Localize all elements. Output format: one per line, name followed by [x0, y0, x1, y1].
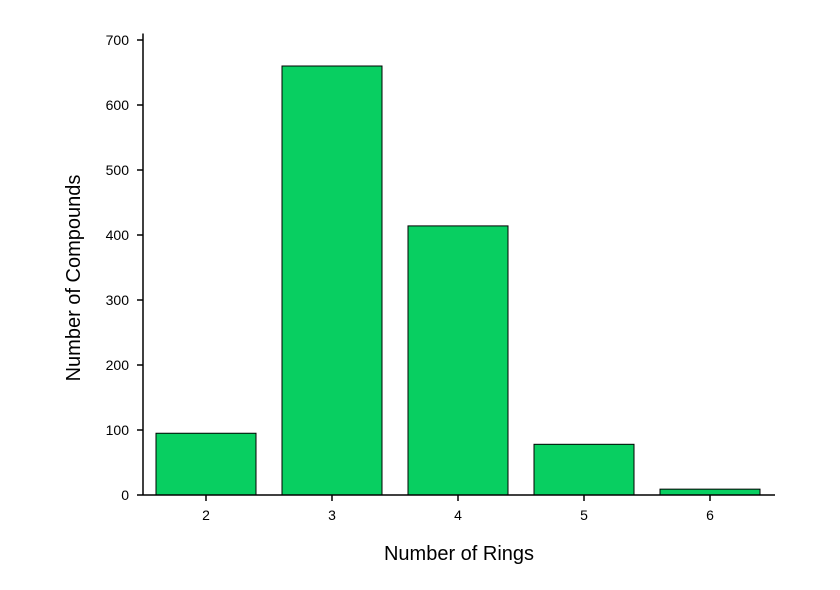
- bar: [659, 488, 761, 496]
- x-tick-label: 5: [580, 507, 588, 523]
- y-tick-label: 0: [121, 487, 129, 503]
- y-axis-title: Number of Compounds: [63, 175, 85, 382]
- y-tick-label: 500: [106, 162, 130, 178]
- x-axis-title: Number of Rings: [384, 543, 534, 565]
- y-tick-label: 400: [106, 227, 130, 243]
- y-tick-label: 200: [106, 357, 130, 373]
- x-tick-label: 2: [202, 507, 210, 523]
- x-tick-label: 4: [454, 507, 462, 523]
- y-tick-label: 300: [106, 292, 130, 308]
- y-tick-label: 100: [106, 422, 130, 438]
- x-tick-label: 3: [328, 507, 336, 523]
- y-tick-label: 600: [106, 97, 130, 113]
- bar: [407, 225, 509, 496]
- y-tick-label: 700: [106, 32, 130, 48]
- bar: [281, 65, 383, 496]
- bar: [533, 443, 635, 496]
- bar: [155, 432, 257, 496]
- x-tick-label: 6: [706, 507, 714, 523]
